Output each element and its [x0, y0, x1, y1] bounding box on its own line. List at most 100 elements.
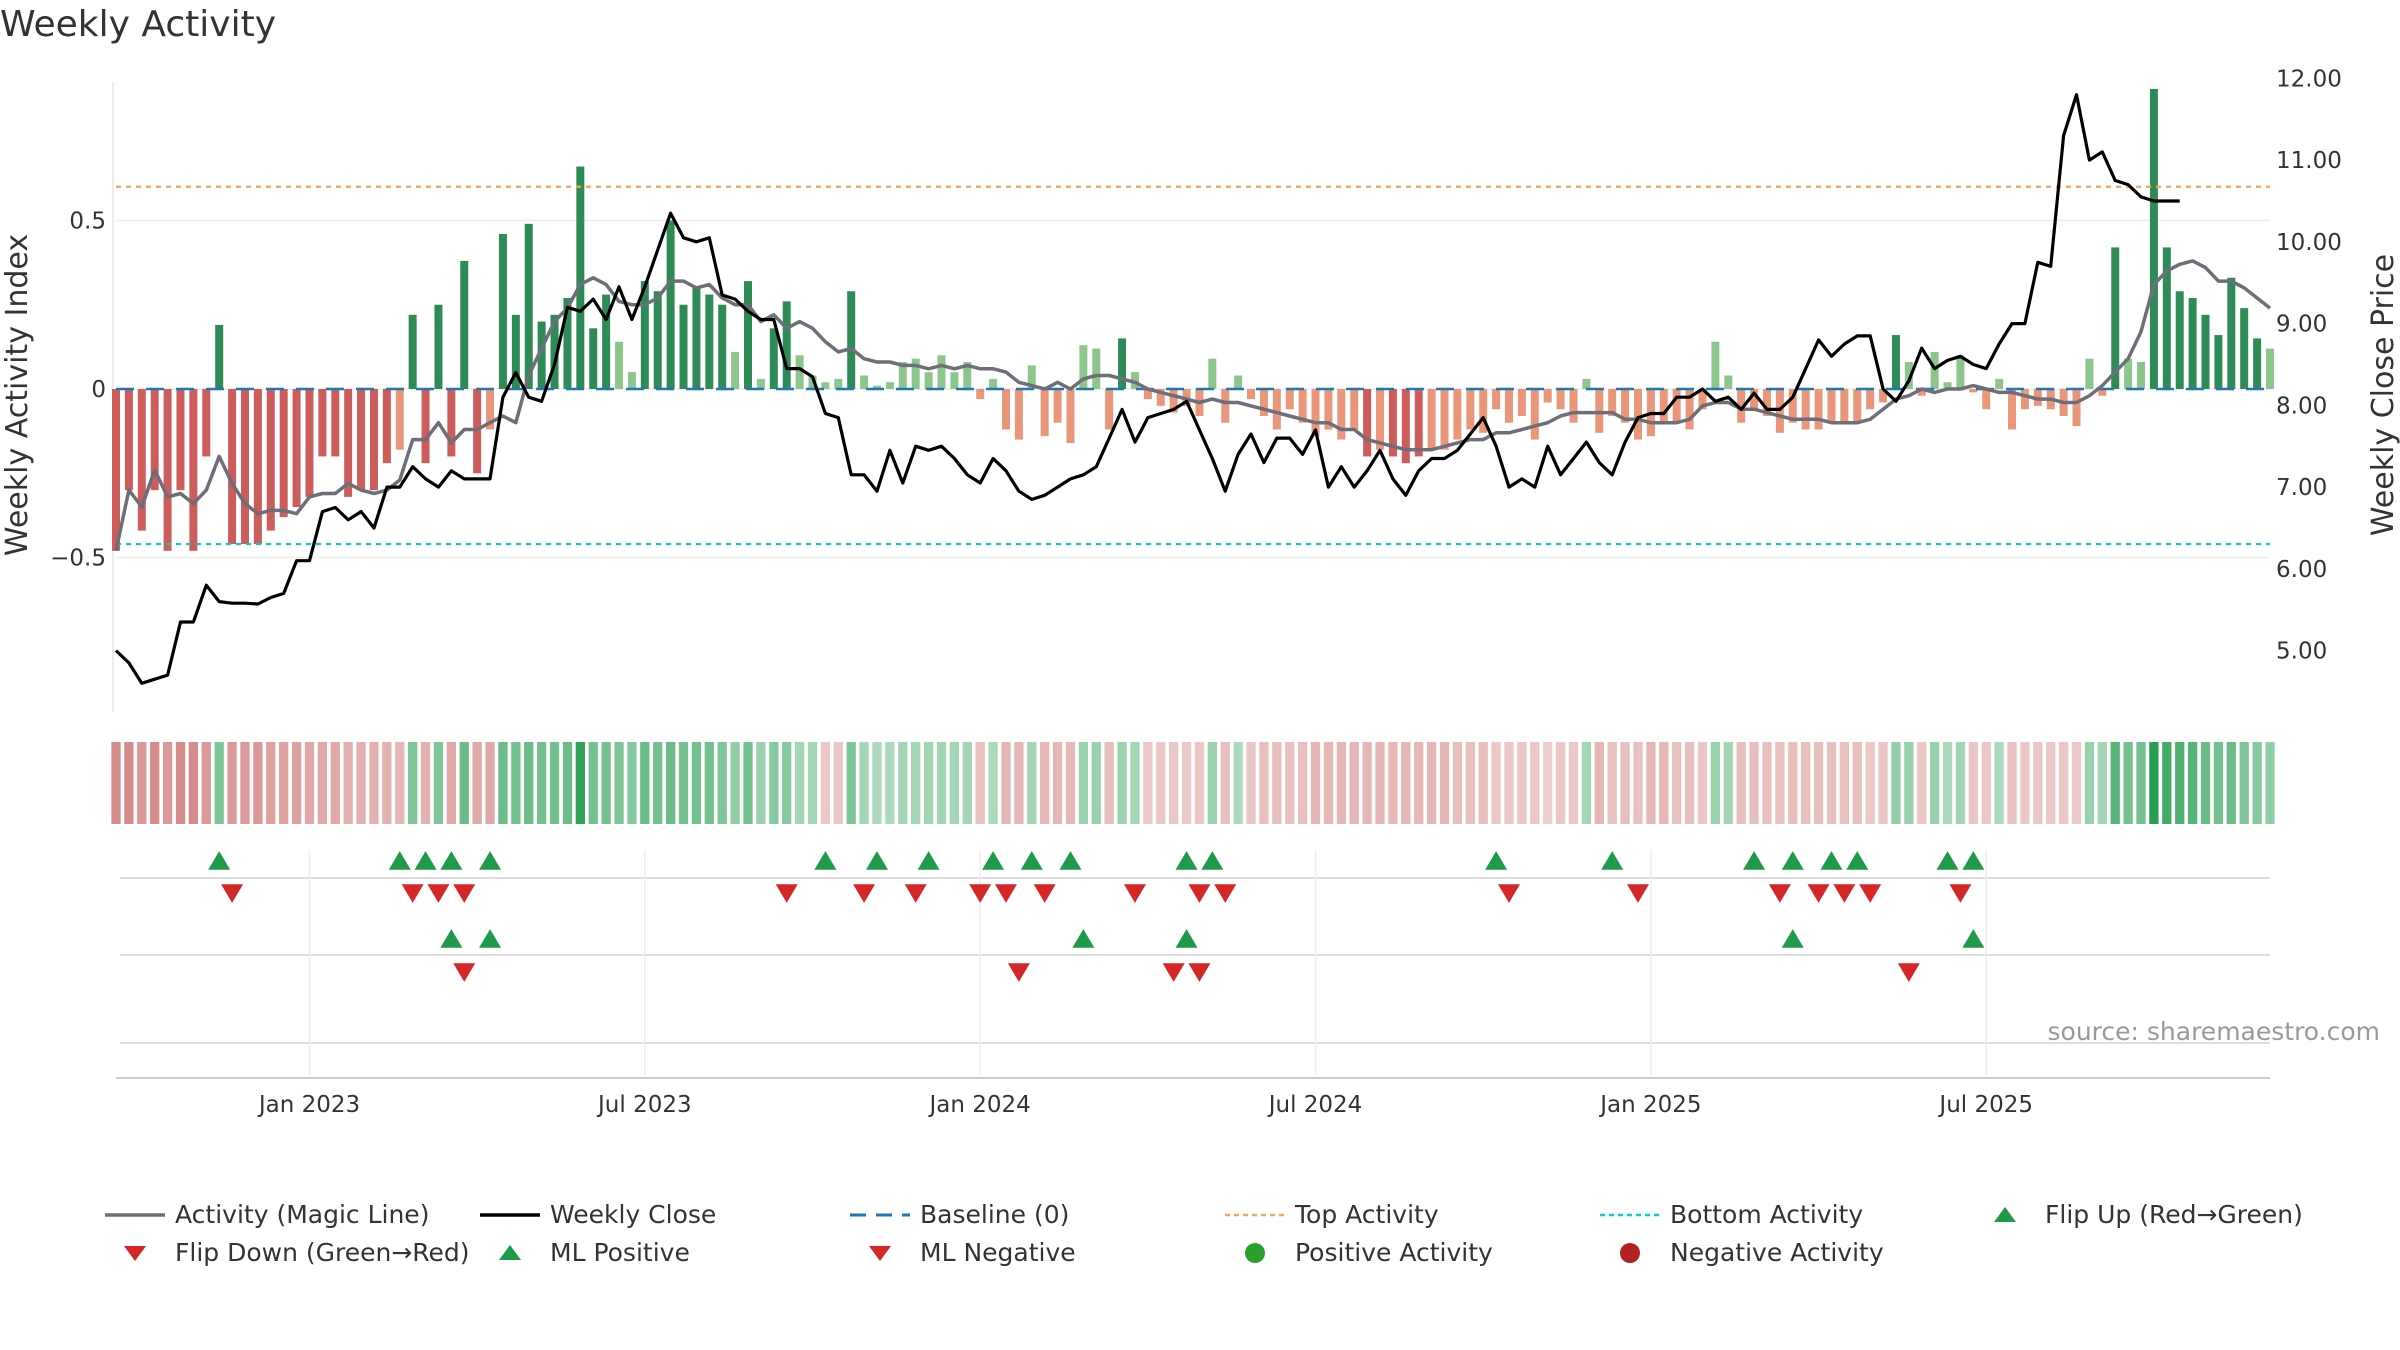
- activity-bar: [1995, 378, 2004, 389]
- activity-bar: [795, 355, 804, 389]
- activity-bar: [1169, 389, 1178, 413]
- strip-cell: [769, 742, 779, 824]
- activity-bar: [215, 324, 224, 389]
- strip-cell: [2187, 742, 2198, 824]
- activity-bar: [1324, 389, 1333, 430]
- activity-bar: [2253, 338, 2262, 389]
- flip-up-marker: [1781, 929, 1804, 948]
- legend-item: ML Positive: [480, 1238, 690, 1267]
- activity-bar: [1079, 345, 1088, 389]
- activity-bar: [253, 389, 262, 545]
- activity-bar: [1505, 389, 1514, 423]
- activity-bar: [202, 389, 211, 457]
- y2-tick-label: 7.00: [2276, 475, 2327, 501]
- legend-label: Negative Activity: [1670, 1238, 1884, 1267]
- y2-tick-label: 5.00: [2276, 639, 2327, 665]
- strip-cell: [601, 742, 611, 824]
- flip-up-marker: [1781, 851, 1804, 870]
- strip-cell: [343, 742, 353, 824]
- x-tick-label: Jul 2024: [1267, 1092, 1363, 1118]
- strip-cell: [1684, 742, 1695, 824]
- flip-up-marker: [1962, 929, 1985, 948]
- activity-bar: [1479, 389, 1488, 433]
- strip-cell: [704, 742, 714, 824]
- strip-cell: [807, 742, 818, 824]
- strip-cell: [1349, 742, 1359, 824]
- strip-cell: [1788, 742, 1798, 824]
- activity-bar: [911, 358, 920, 389]
- activity-bar: [1853, 389, 1862, 423]
- y-axis-left: 0.5 0 −0.5: [50, 208, 106, 571]
- flip-up-marker: [479, 851, 502, 870]
- strip-cell: [382, 742, 392, 824]
- activity-bar: [2085, 358, 2094, 389]
- activity-bar: [537, 321, 546, 389]
- activity-bar: [705, 294, 714, 389]
- activity-bar: [1414, 389, 1423, 457]
- legend-label: ML Negative: [920, 1238, 1076, 1267]
- strip-cell: [872, 742, 882, 824]
- flip-down-marker: [775, 884, 798, 903]
- flip-up-marker: [1601, 851, 1624, 870]
- activity-bar: [112, 389, 120, 551]
- legend-item: Positive Activity: [1225, 1238, 1493, 1267]
- strip-cell: [162, 742, 173, 824]
- strip-cell: [1878, 742, 1888, 824]
- legend: Activity (Magic Line) Weekly Close Baselin…: [105, 1200, 2380, 1280]
- activity-bar: [1866, 389, 1875, 410]
- legend-item: Top Activity: [1225, 1200, 1439, 1229]
- strip-cell: [562, 742, 573, 824]
- strip-cell: [1027, 742, 1037, 824]
- strip-cell: [1555, 742, 1566, 824]
- chart-title: Weekly Activity: [0, 4, 277, 45]
- strip-cell: [833, 742, 843, 824]
- activity-bar: [1247, 389, 1256, 400]
- x-axis: Jan 2023 Jul 2023 Jan 2024 Jul 2024 Jan 2025…: [257, 1092, 2033, 1118]
- activity-bar: [305, 389, 314, 497]
- activity-bar: [1401, 389, 1410, 464]
- activity-bar: [2149, 88, 2158, 390]
- y2-tick-label: 6.00: [2276, 557, 2327, 583]
- strip-cell: [266, 742, 276, 824]
- activity-bar: [1066, 389, 1075, 443]
- strip-cell: [1917, 742, 1927, 824]
- strip-cell: [1143, 742, 1153, 824]
- flip-down-marker: [453, 963, 476, 982]
- flip-down-marker: [1033, 884, 1056, 903]
- weekly-close-line: [114, 93, 2180, 685]
- activity-bar: [1737, 389, 1746, 423]
- activity-bar: [989, 378, 998, 389]
- strip-cell: [1078, 742, 1089, 824]
- strip-cell: [1813, 742, 1824, 824]
- activity-bar: [2266, 348, 2274, 389]
- strip-cell: [214, 742, 224, 824]
- activity-bar: [1492, 389, 1501, 410]
- activity-bar: [2227, 277, 2236, 389]
- activity-bar: [963, 362, 972, 389]
- flip-up-marker: [1846, 851, 1869, 870]
- strip-cell: [1930, 742, 1940, 824]
- activity-bar: [408, 314, 417, 389]
- activity-bar: [1879, 389, 1888, 403]
- flip-down-marker: [401, 884, 424, 903]
- flip-down-marker: [1833, 884, 1856, 903]
- strip-cell: [1659, 742, 1669, 824]
- strip-cell: [291, 742, 302, 824]
- strip-cell: [794, 742, 805, 824]
- activity-bar: [2175, 291, 2184, 389]
- activity-bar: [1814, 389, 1823, 430]
- y-tick-label: 0.5: [69, 208, 106, 234]
- activity-bar: [666, 220, 675, 389]
- activity-bar: [524, 223, 533, 389]
- strip-cell: [1749, 742, 1759, 824]
- activity-bar: [1208, 358, 1217, 389]
- activity-bar: [1363, 389, 1372, 457]
- legend-item: Weekly Close: [480, 1200, 716, 1229]
- activity-bar: [1530, 389, 1539, 440]
- strip-cell: [1401, 742, 1411, 824]
- strip-cell: [743, 742, 753, 824]
- legend-symbol-icon: [1994, 1206, 2016, 1222]
- x-tick-label: Jul 2025: [1937, 1092, 2033, 1118]
- flip-down-marker: [1162, 963, 1185, 982]
- plot-frame: [112, 82, 2270, 712]
